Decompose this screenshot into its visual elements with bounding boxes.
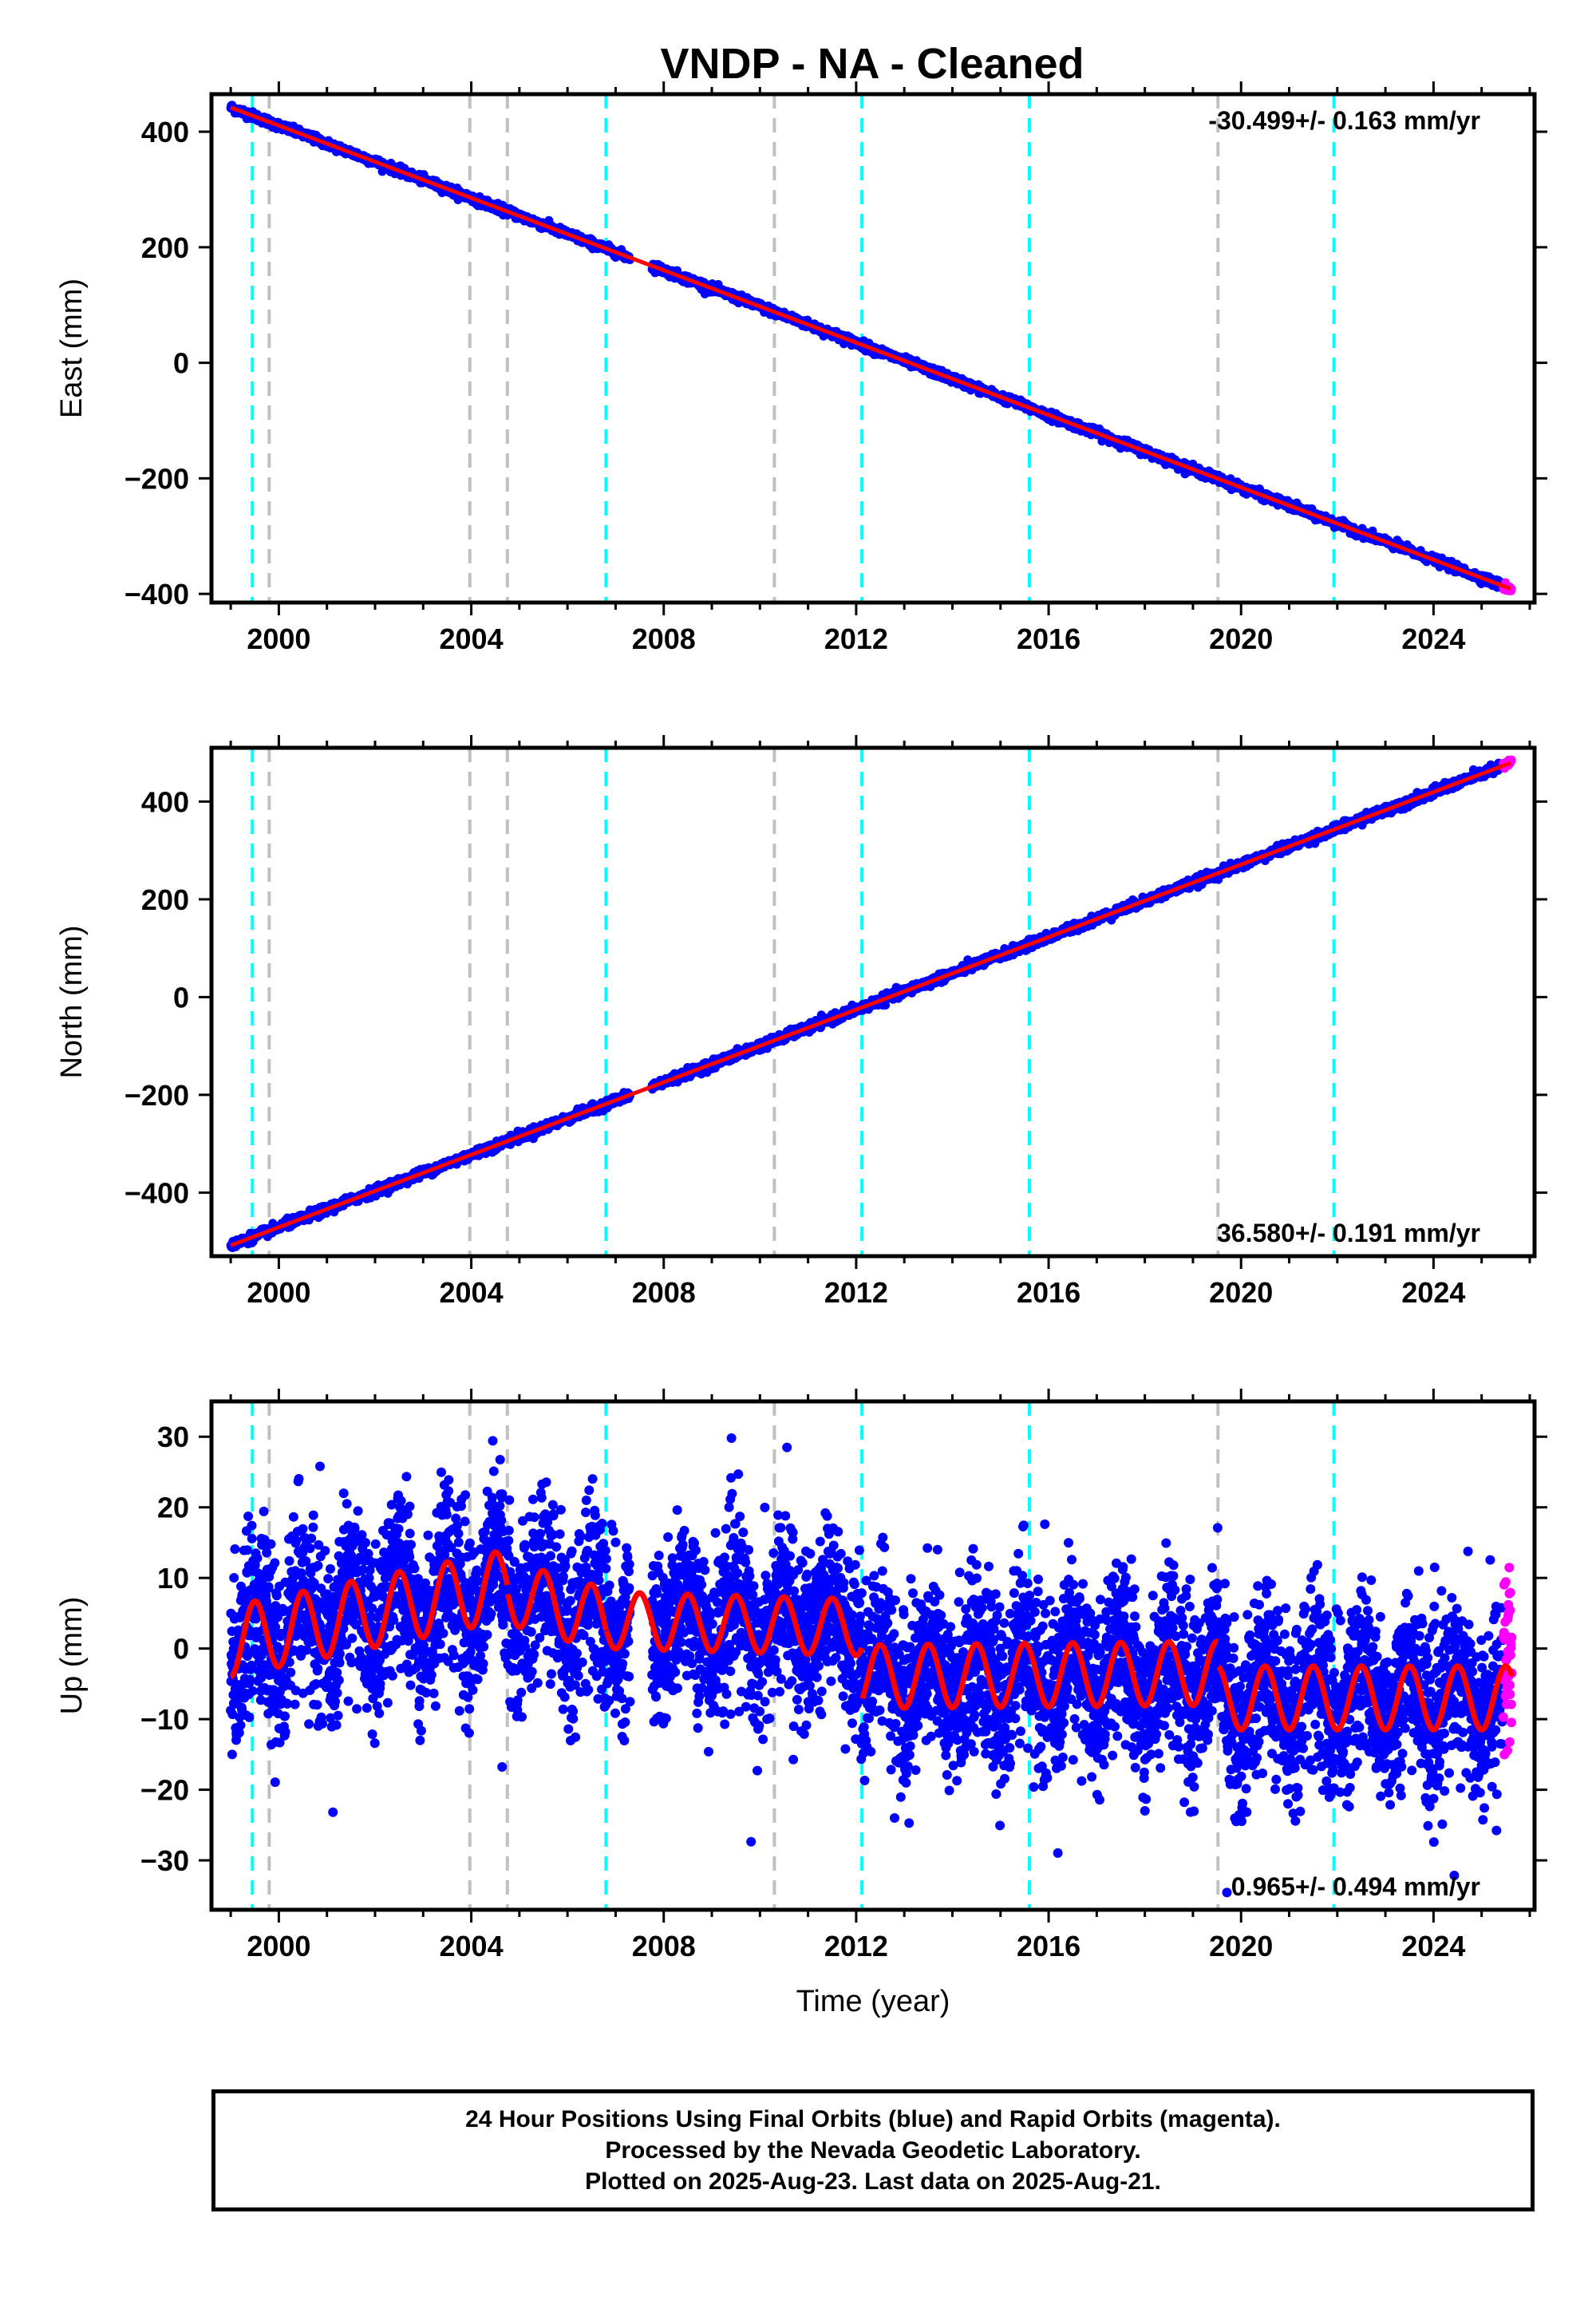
east-rate-label: -30.499+/- 0.163 mm/yr (1208, 106, 1480, 135)
x-tick-label: 2008 (632, 622, 696, 655)
east-panel: 2000 2004 2008 2012 2016 2020 2024 −400 −200 0 200… (55, 81, 1547, 655)
x-tick-label: 2004 (440, 622, 504, 655)
x-tick-label: 2024 (1401, 622, 1465, 655)
final-orbit-point (881, 1001, 891, 1010)
east-y-label: East (mm) (55, 279, 89, 418)
x-tick-label: 2012 (824, 622, 888, 655)
x-tick-label: 2020 (1209, 622, 1273, 655)
y-tick-label: −400 (124, 578, 189, 611)
figure-title: VNDP - NA - Cleaned (660, 40, 1084, 88)
east-event-lines (251, 94, 1336, 603)
east-model-fit-line (230, 105, 1511, 591)
east-x-axis: 2000 2004 2008 2012 2016 2020 2024 (229, 81, 1531, 655)
y-tick-label: 0 (173, 347, 189, 380)
y-tick-label: −200 (124, 462, 189, 495)
east-plot-frame (209, 92, 1537, 605)
east-y-axis: −400 −200 0 200 400 (124, 116, 1547, 611)
x-tick-label: 2016 (1017, 622, 1080, 655)
north-panel: 2000 2004 2008 2012 2016 2020 2024−400−2000200… (55, 735, 1547, 1309)
x-tick-label: 2000 (247, 622, 310, 655)
y-tick-label: 200 (141, 231, 189, 264)
y-tick-label: 400 (141, 116, 189, 148)
